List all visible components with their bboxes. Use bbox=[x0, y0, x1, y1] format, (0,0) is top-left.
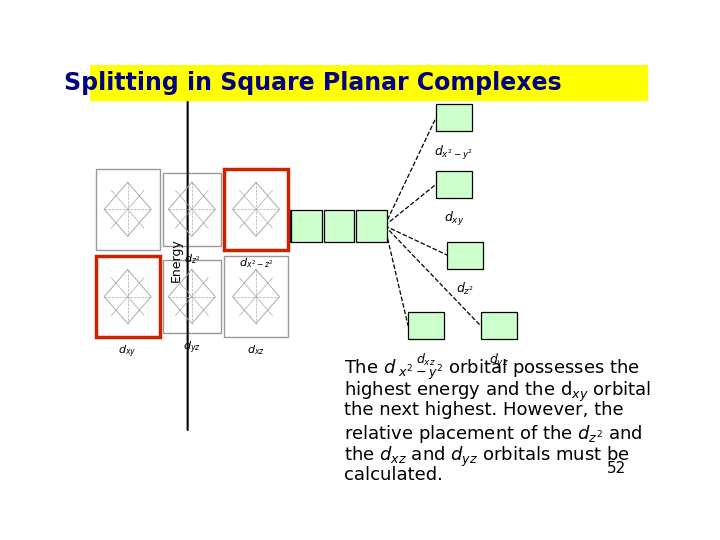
Bar bbox=[227, 211, 258, 241]
Text: 52: 52 bbox=[606, 462, 626, 476]
Text: $d_{z^2}$: $d_{z^2}$ bbox=[456, 281, 474, 297]
Text: $d_{xz}$: $d_{xz}$ bbox=[247, 343, 265, 357]
Bar bbox=[481, 312, 517, 339]
Text: $d_{xy}$: $d_{xy}$ bbox=[119, 343, 137, 360]
Text: $d_{xz}$: $d_{xz}$ bbox=[416, 352, 436, 368]
Text: $d_{z^2}$: $d_{z^2}$ bbox=[184, 252, 200, 266]
Bar bbox=[163, 173, 221, 246]
Bar bbox=[259, 211, 289, 241]
Bar bbox=[96, 256, 160, 337]
Text: $d_{xy}$: $d_{xy}$ bbox=[444, 210, 464, 228]
Bar bbox=[436, 104, 472, 131]
Text: $d_{x^2-z^2}$: $d_{x^2-z^2}$ bbox=[239, 256, 274, 270]
Bar bbox=[224, 256, 288, 337]
Text: highest energy and the d$_{xy}$ orbital: highest energy and the d$_{xy}$ orbital bbox=[344, 380, 651, 404]
FancyBboxPatch shape bbox=[90, 65, 648, 100]
Text: the next highest. However, the: the next highest. However, the bbox=[344, 401, 624, 419]
Bar bbox=[224, 168, 288, 250]
Bar bbox=[96, 168, 160, 250]
Bar bbox=[163, 260, 221, 333]
Text: $d_{x^2-y^2}$: $d_{x^2-y^2}$ bbox=[434, 144, 474, 162]
Bar bbox=[436, 171, 472, 198]
Text: $d_{yz}$: $d_{yz}$ bbox=[489, 352, 508, 370]
Bar bbox=[447, 241, 483, 268]
Text: $d_{yz}$: $d_{yz}$ bbox=[183, 339, 201, 356]
Bar bbox=[356, 211, 387, 241]
Text: Energy: Energy bbox=[170, 238, 183, 282]
Bar bbox=[324, 211, 354, 241]
Text: calculated.: calculated. bbox=[344, 466, 443, 484]
Bar bbox=[408, 312, 444, 339]
Text: The $\mathit{d}_{\ x^2-y^2}$ orbital possesses the: The $\mathit{d}_{\ x^2-y^2}$ orbital pos… bbox=[344, 358, 639, 382]
Text: the $\mathit{d}_{xz}$ and $\mathit{d}_{yz}$ orbitals must be: the $\mathit{d}_{xz}$ and $\mathit{d}_{y… bbox=[344, 444, 630, 469]
Text: Splitting in Square Planar Complexes: Splitting in Square Planar Complexes bbox=[64, 71, 562, 94]
Bar bbox=[292, 211, 322, 241]
Text: relative placement of the $\mathit{d}_{z^2}$ and: relative placement of the $\mathit{d}_{z… bbox=[344, 423, 642, 445]
